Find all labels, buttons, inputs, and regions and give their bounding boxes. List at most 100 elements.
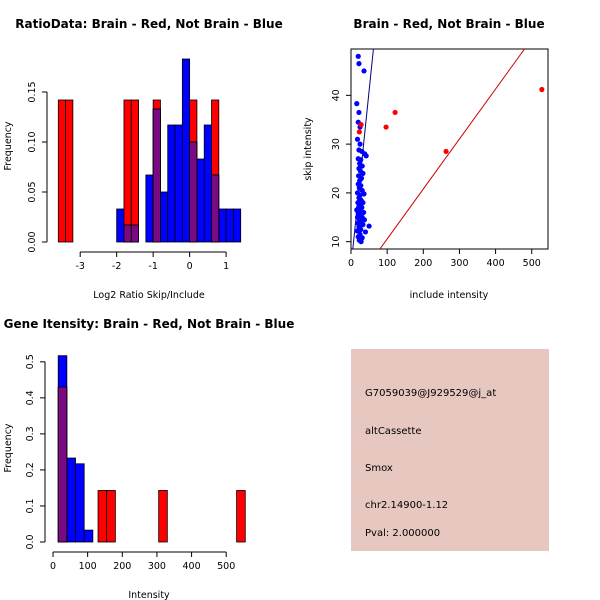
intensity-x-tick-label: 300 <box>148 561 166 572</box>
scatter-x-tick-label: 100 <box>378 258 396 269</box>
ratio-bar-overlap <box>189 141 198 243</box>
ratio-y-tick-label: 0.10 <box>27 131 38 152</box>
intensity-x-axis-label: Intensity <box>128 590 170 600</box>
not-brain-point <box>360 222 366 228</box>
ratio-bar-not-brain <box>203 124 212 243</box>
ratio-bar-not-brain <box>116 208 125 243</box>
scatter-axes: 0 100 200 300 400 500 10 20 30 40 <box>331 89 541 269</box>
intensity-bar-overlap <box>57 386 68 543</box>
scatter-y-tick-label: 30 <box>331 138 342 150</box>
not-brain-point <box>361 191 367 197</box>
intensity-bar-brain <box>236 490 246 543</box>
intensity-y-tick-label: 0.3 <box>25 426 36 441</box>
ratio-bar-not-brain <box>225 208 234 243</box>
ratio-bar-not-brain <box>145 174 154 243</box>
scatter-y-tick-label: 20 <box>331 187 342 199</box>
scatter-x-tick-label: 500 <box>523 258 541 269</box>
intensity-bar-not-brain <box>83 529 94 543</box>
scatter-x-tick-label: 300 <box>450 258 468 269</box>
ratio-bar-not-brain <box>218 208 227 243</box>
ratio-bar-brain <box>57 99 66 243</box>
intensity-scatter: Brain - Red, Not Brain - Blue 0 100 200 300… <box>303 17 549 301</box>
ratio-bar-brain <box>65 99 74 243</box>
scatter-y-axis-label: skip intensity <box>303 117 314 181</box>
probe-info-panel: G7059039@J929529@j_at altCassette Smox c… <box>351 349 549 551</box>
intensity-x-tick-label: 100 <box>79 561 97 572</box>
ratio-y-tick-label: 0.15 <box>27 81 38 102</box>
ratio-bar-brain <box>123 99 132 243</box>
ratio-bar-not-brain <box>160 191 169 243</box>
scatter-x-tick-label: 400 <box>487 258 505 269</box>
intensity-x-tick-label: 400 <box>183 561 201 572</box>
not-brain-point <box>358 239 364 245</box>
ratio-x-tick-label: -2 <box>112 261 121 272</box>
pval-text: Pval: 2.000000 <box>365 528 440 539</box>
not-brain-point <box>361 68 367 74</box>
gene-name-text: Smox <box>365 463 393 474</box>
ratio-x-tick-label: -1 <box>148 261 157 272</box>
brain-point <box>539 86 545 93</box>
scatter-y-tick-label: 40 <box>331 89 342 101</box>
not-brain-point <box>354 228 360 234</box>
scatter-x-tick-label: 0 <box>348 258 354 269</box>
intensity-x-tick-label: 0 <box>50 561 56 572</box>
ratio-chart-title: RatioData: Brain - Red, Not Brain - Blue <box>15 17 282 31</box>
ratio-bar-brain <box>130 99 139 243</box>
intensity-y-tick-label: 0.4 <box>25 390 36 405</box>
not-brain-point <box>363 153 369 159</box>
brain-point <box>383 124 389 130</box>
intensity-bars <box>57 355 246 543</box>
ratio-bar-overlap <box>211 174 220 243</box>
brain-point <box>392 109 398 116</box>
brain-point <box>358 122 364 128</box>
not-brain-point <box>355 220 361 226</box>
ratio-bars <box>57 58 242 243</box>
location-text: chr2.14900-1.12 <box>365 500 448 511</box>
intensity-x-tick-label: 500 <box>217 561 235 572</box>
intensity-bar-not-brain <box>75 463 85 543</box>
ratio-x-tick-label: 1 <box>223 261 229 272</box>
gene-intensity-histogram: Gene Itensity: Brain - Red, Not Brain - … <box>3 317 294 600</box>
not-brain-point <box>356 61 362 67</box>
scatter-chart-title: Brain - Red, Not Brain - Blue <box>353 17 544 31</box>
not-brain-point <box>357 141 363 147</box>
ratio-bar-not-brain <box>167 124 176 243</box>
brain-point <box>356 129 362 135</box>
ratio-y-tick-label: 0.05 <box>27 181 38 202</box>
scatter-x-axis-label: include intensity <box>410 290 489 301</box>
probe-id-text: G7059039@J929529@j_at <box>365 388 496 399</box>
not-brain-point <box>354 136 361 142</box>
not-brain-point <box>358 157 364 163</box>
brain-fit-line <box>379 49 525 249</box>
ratio-histogram: RatioData: Brain - Red, Not Brain - Blue… <box>3 17 283 301</box>
ratio-bar-overlap <box>123 224 132 243</box>
intensity-y-tick-label: 0.2 <box>25 462 36 477</box>
ratio-bar-not-brain <box>174 124 183 243</box>
intensity-y-tick-label: 0.1 <box>25 498 36 513</box>
intensity-y-axis-label: Frequency <box>3 423 14 472</box>
not-brain-point <box>362 229 369 235</box>
scatter-fit-lines <box>352 49 525 249</box>
not-brain-point <box>366 223 372 229</box>
ratio-x-tick-label: -3 <box>75 261 84 272</box>
ratio-y-tick-label: 0.00 <box>27 231 38 252</box>
intensity-bar-brain <box>106 490 116 543</box>
ratio-bar-not-brain <box>181 58 191 243</box>
intensity-bar-brain <box>158 490 168 543</box>
info-panel-background <box>351 349 549 551</box>
intensity-axes: 0 100 200 300 400 500 0.0 0.1 0.2 0.3 0.4 0.5 <box>25 354 235 572</box>
ratio-bar-overlap <box>152 108 161 243</box>
scatter-plot-box <box>350 48 549 250</box>
not-brain-point <box>361 217 367 223</box>
intensity-x-tick-label: 200 <box>113 561 131 572</box>
intensity-bar-brain <box>97 490 108 543</box>
ratio-bar-not-brain <box>233 208 242 243</box>
ratio-bar-overlap <box>130 224 139 243</box>
ratio-y-axis-label: Frequency <box>3 121 14 170</box>
ratio-x-tick-label: 0 <box>187 261 193 272</box>
scatter-x-tick-label: 200 <box>414 258 432 269</box>
ratio-axes: -3 -2 -1 0 1 0.00 0.05 0.10 0.15 <box>27 81 229 272</box>
not-brain-point <box>354 101 360 107</box>
ratio-x-axis-label: Log2 Ratio Skip/Include <box>93 290 205 301</box>
